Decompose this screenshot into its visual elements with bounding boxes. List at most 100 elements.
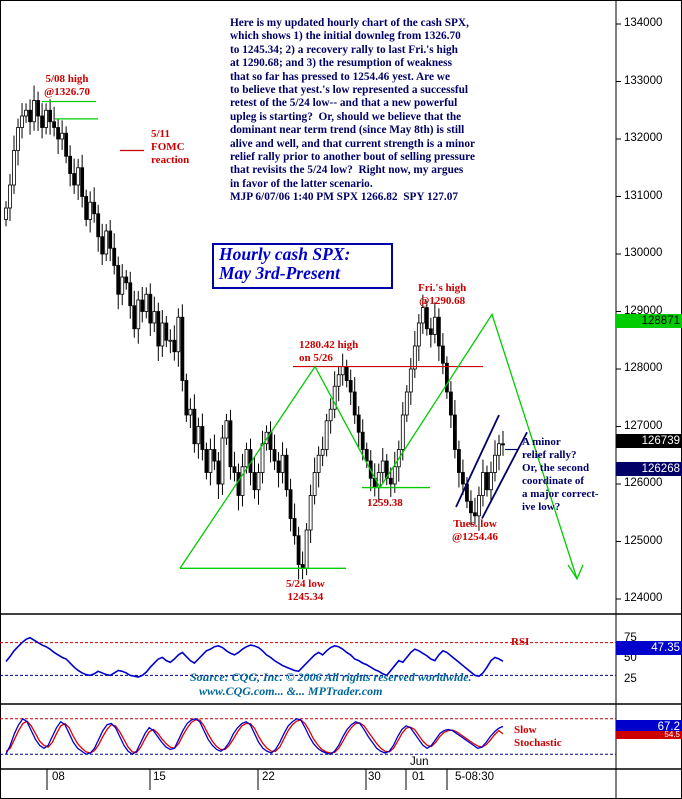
price-bar-body — [92, 201, 97, 215]
price-bar-body — [232, 466, 237, 473]
label-tues-low: Tues. low @1254.46 — [452, 518, 498, 543]
price-bar-body — [332, 385, 337, 410]
x-tick-label: Jun — [410, 756, 429, 768]
analyst-commentary: Here is my updated hourly chart of the c… — [230, 17, 475, 204]
y-tick-label: 126000 — [624, 477, 663, 489]
label-scenario: A minor relief rally? Or, the second coo… — [522, 436, 599, 513]
y-tick-label: 125000 — [624, 534, 663, 547]
price-bar-body — [44, 109, 48, 128]
price-bar-body — [316, 454, 321, 473]
price-bar-body — [148, 293, 153, 324]
price-bar-body — [56, 127, 61, 140]
price-bars — [4, 85, 505, 580]
price-bar-body — [196, 426, 201, 445]
rsi-current-tag: 47.35 — [616, 641, 682, 655]
price-bar-body — [108, 230, 113, 249]
y-tick-label: 133000 — [624, 74, 663, 87]
price-bar-body — [60, 132, 65, 140]
price-bar-body — [96, 213, 101, 238]
label-fri-high: Fri.'s high @1290.68 — [418, 282, 467, 307]
stochastic-label: Slow Stochastic — [514, 724, 562, 749]
price-bar-body — [104, 230, 109, 255]
rsi-line — [5, 636, 504, 678]
price-bar-body — [128, 282, 133, 307]
price-bar-body — [160, 322, 165, 347]
price-bar-body — [100, 236, 105, 255]
price-bar-body — [473, 512, 477, 517]
price-bar-body — [324, 420, 329, 450]
price-bar-body — [348, 380, 353, 393]
price-bar-body — [20, 115, 24, 128]
rsi-tick-label: 75 — [624, 631, 637, 644]
rsi-tick-label: 25 — [624, 672, 637, 685]
price-bar-body — [64, 132, 69, 157]
price-bar-body — [436, 316, 441, 347]
price-bar-body — [320, 449, 325, 456]
price-bar-body — [489, 472, 493, 491]
x-tick-label: 15 — [153, 771, 166, 783]
price-bar-body — [116, 265, 121, 295]
label-524-low: 5/24 low 1245.34 — [286, 578, 325, 603]
channel-upper-line — [455, 414, 500, 508]
y-axis-ticks — [616, 23, 621, 600]
y-tick-label: 131000 — [624, 189, 663, 202]
rsi-panel — [0, 636, 616, 678]
projection-arrowhead — [567, 564, 584, 581]
price-bar-body — [477, 495, 481, 517]
price-bar-body — [28, 109, 32, 123]
price-bar-body — [388, 477, 393, 485]
price-bar-body — [52, 121, 56, 128]
chart-title-line-1: Hourly cash SPX: — [219, 244, 351, 264]
price-bar-body — [312, 472, 317, 496]
price-bar-body — [364, 449, 369, 462]
price-tag-bottom: 126268 — [616, 462, 682, 476]
price-bar-body — [380, 460, 385, 473]
price-bar-body — [304, 529, 309, 569]
price-bar-body — [164, 322, 169, 341]
price-bar-body — [36, 100, 40, 117]
price-bar-body — [236, 472, 241, 496]
price-bar-body — [420, 307, 425, 324]
price-bar-body — [200, 426, 205, 450]
price-bar-body — [461, 472, 465, 485]
price-bar-body — [24, 109, 28, 117]
price-bar-body — [272, 449, 277, 462]
price-bar-body — [172, 339, 177, 353]
price-bar-body — [448, 391, 453, 416]
price-bar-body — [208, 449, 213, 473]
label-508-high: 5/08 high @1326.70 — [44, 73, 90, 98]
x-tick-label: 22 — [262, 771, 275, 783]
price-bar-body — [88, 201, 93, 220]
price-bar-body — [124, 276, 129, 284]
x-tick-label: 01 — [412, 771, 425, 783]
price-bar-body — [156, 311, 161, 347]
stoch-current-bottom-tag: 54.5 — [616, 731, 682, 739]
stochastic-panel — [0, 717, 616, 755]
price-bar-body — [356, 414, 361, 433]
y-tick-label: 128000 — [624, 362, 663, 374]
price-bar-body — [288, 489, 293, 519]
label-125938: 1259.38 — [367, 497, 403, 509]
price-bar-body — [76, 167, 81, 186]
price-bar-body — [276, 460, 281, 473]
x-tick-label: 30 — [368, 771, 381, 783]
price-bar-body — [4, 207, 8, 220]
price-bar-body — [120, 276, 125, 295]
rsi-label: RSI — [511, 636, 530, 648]
price-bar-body — [240, 466, 245, 496]
price-bar-body — [501, 443, 505, 446]
price-bar-body — [140, 299, 145, 312]
label-528042-high: 1280.42 high on 5/26 — [299, 339, 359, 364]
price-bar-body — [180, 316, 185, 381]
y-tick-label: 134000 — [624, 17, 663, 29]
price-bar-body — [440, 345, 445, 364]
price-bar-body — [336, 374, 341, 387]
y-tick-label: 127000 — [624, 419, 663, 432]
price-bar-body — [68, 155, 73, 174]
price-bar-body — [176, 316, 181, 353]
y-tick-label: 130000 — [624, 247, 663, 259]
projection-zigzag-line — [179, 312, 578, 580]
price-bar-body — [424, 307, 429, 330]
stoch-k-line — [5, 717, 504, 755]
price-bar-body — [444, 362, 449, 393]
